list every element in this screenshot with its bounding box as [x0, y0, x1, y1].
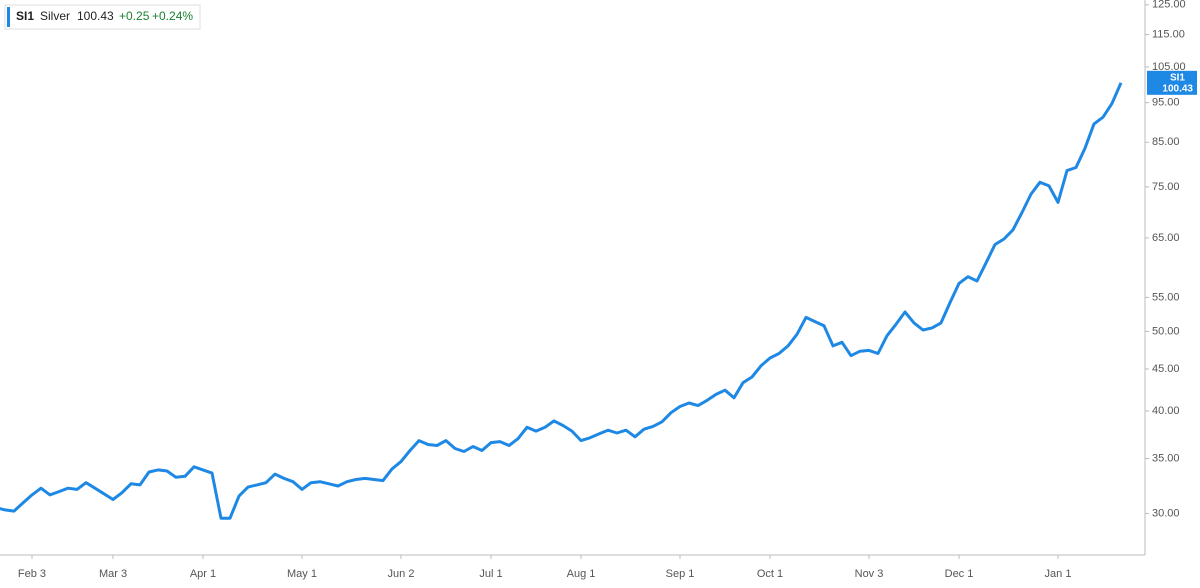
- x-tick-label: Sep 1: [666, 568, 695, 580]
- x-tick-label: Dec 1: [945, 568, 974, 580]
- legend-box: [4, 4, 201, 30]
- legend: SI1 Silver 100.43 +0.25 +0.24%: [4, 4, 201, 30]
- y-tick-label: 75.00: [1152, 181, 1180, 193]
- x-tick-label: Apr 1: [190, 568, 216, 580]
- legend-price: 100.43: [77, 9, 114, 23]
- y-tick-label: 65.00: [1152, 232, 1180, 244]
- y-tick-label: 95.00: [1152, 97, 1180, 109]
- x-tick-label: Feb 3: [18, 568, 46, 580]
- x-tick-label: Aug 1: [567, 568, 596, 580]
- x-tick-label: Oct 1: [757, 568, 783, 580]
- price-tag-value: 100.43: [1162, 83, 1193, 94]
- y-tick-label: 55.00: [1152, 291, 1180, 303]
- price-line: [0, 82, 1123, 520]
- x-tick-label: Mar 3: [99, 568, 127, 580]
- y-tick-label: 105.00: [1152, 61, 1186, 73]
- y-tick-label: 50.00: [1152, 325, 1180, 337]
- legend-change-percent: +0.24%: [152, 9, 193, 23]
- y-tick-label: 35.00: [1152, 452, 1180, 464]
- y-tick-label: 85.00: [1152, 136, 1180, 148]
- y-tick-label: 45.00: [1152, 363, 1180, 375]
- y-tick-label: 125.00: [1152, 0, 1186, 11]
- x-tick-label: Nov 3: [855, 568, 884, 580]
- legend-change: +0.25: [119, 9, 150, 23]
- y-tick-label: 40.00: [1152, 405, 1180, 417]
- x-tick-label: Jan 1: [1045, 568, 1072, 580]
- price-tag-box: [1147, 70, 1197, 95]
- legend-symbol: SI1: [16, 9, 34, 23]
- y-tick-label: 115.00: [1152, 28, 1185, 40]
- x-tick-label: Jun 2: [388, 568, 415, 580]
- price-tag-symbol: SI1: [1170, 72, 1185, 83]
- y-tick-label: 30.00: [1152, 507, 1180, 519]
- x-tick-label: Jul 1: [479, 568, 502, 580]
- legend-name: Silver: [40, 9, 70, 23]
- legend-swatch: [7, 7, 10, 27]
- x-tick-label: May 1: [287, 568, 317, 580]
